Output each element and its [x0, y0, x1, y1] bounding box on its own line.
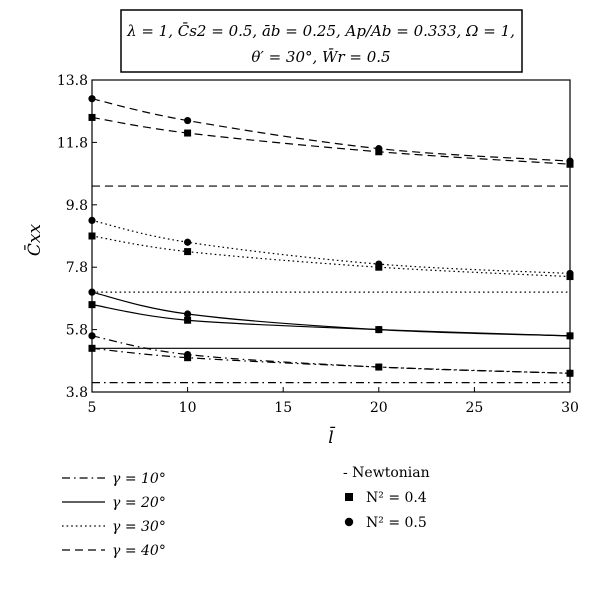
series-2-n05-point-3: [566, 269, 574, 278]
series-1-n05-line: [91, 291, 571, 337]
series-0-n05-point-3: [566, 369, 574, 377]
legend-label-3: γ = 40°: [112, 543, 166, 559]
y-tick-label-5: 13.8: [57, 73, 88, 89]
x-tick-label-5: 30: [561, 400, 579, 416]
legend-circle-marker: [344, 517, 354, 527]
series-3-n04-point-0: [88, 113, 96, 121]
y-tick-label-0: 3.8: [66, 385, 88, 401]
y-tick-label-2: 7.8: [66, 260, 88, 276]
legend-line-styles: γ = 10° γ = 20° γ = 30° γ = 40°: [62, 471, 166, 559]
legend-n04-label: N² = 0.4: [366, 490, 427, 506]
y-axis-title: C̄xx: [23, 223, 45, 256]
series-1-n05-point-1: [184, 310, 192, 318]
legend-square-marker: [345, 493, 353, 501]
x-tick-label-3: 20: [370, 400, 388, 416]
x-tick-label-4: 25: [465, 400, 483, 416]
legend-label-1: γ = 20°: [112, 495, 166, 511]
series-3-n05-point-1: [184, 116, 192, 125]
series-1-n05-point-2: [375, 326, 383, 334]
series-0-n04-point-0: [88, 344, 96, 352]
series-0-n05-point-0: [88, 332, 96, 340]
parameter-box-frame: [120, 9, 523, 73]
parameter-text-line-1: λ = 1, C̄s2 = 0.5, āb = 0.25, Ap/Ab = 0.…: [126, 22, 515, 40]
series-1-n05-point-3: [566, 332, 574, 340]
series-1-n04-line: [91, 304, 571, 337]
series-0-n05-line: [91, 335, 571, 374]
series-3-n05-line: [91, 98, 571, 162]
series-1-n04-point-1: [184, 316, 192, 324]
x-axis-title: l̄: [328, 425, 335, 448]
series-2-n04-point-0: [88, 232, 96, 240]
legend-label-0: γ = 10°: [112, 471, 166, 487]
series-0-n05-point-1: [184, 350, 192, 359]
axis-ticks: 5 10 15 20 25 30 3.8 5.8 7.8 9.8 11.8 13.8: [57, 73, 579, 416]
series-3-n05-point-2: [375, 145, 383, 153]
series-2-n05-point-1: [184, 238, 192, 246]
parameter-text-line-2: θ′ = 30°, W̄r = 0.5: [251, 48, 390, 66]
y-tick-label-3: 9.8: [66, 198, 88, 214]
series-3-n05-point-3: [566, 157, 574, 165]
series-2-n05-line: [91, 219, 571, 275]
plot-area: [91, 79, 571, 393]
series-3-n04-line: [91, 116, 571, 165]
series-2-n05-point-0: [88, 216, 96, 224]
y-tick-label-1: 5.8: [66, 323, 88, 339]
series-3-n04-point-1: [184, 129, 192, 137]
y-tick-label-4: 11.8: [57, 135, 88, 151]
legend-newtonian-label: - Newtonian: [343, 465, 430, 481]
series-1-n05-point-0: [88, 288, 96, 296]
series-2-n05-point-2: [375, 260, 383, 268]
parameter-box: λ = 1, C̄s2 = 0.5, āb = 0.25, Ap/Ab = 0.…: [120, 9, 523, 73]
x-tick-label-0: 5: [88, 400, 97, 416]
legend-markers: - Newtonian N² = 0.4 N² = 0.5: [343, 465, 430, 531]
series-1-n04-point-0: [88, 301, 96, 309]
series-2-n04-line: [91, 235, 571, 278]
marker-layer: [88, 95, 574, 377]
series-0-n05-point-2: [375, 363, 383, 371]
series-layer: [91, 98, 571, 384]
series-2-n04-point-1: [184, 248, 192, 256]
x-tick-label-1: 10: [179, 400, 197, 416]
legend-label-2: γ = 30°: [112, 519, 166, 535]
series-3-n05-point-0: [88, 95, 96, 103]
x-tick-label-2: 15: [274, 400, 292, 416]
legend-n05-label: N² = 0.5: [366, 515, 427, 531]
series-0-n04-line: [91, 347, 571, 374]
